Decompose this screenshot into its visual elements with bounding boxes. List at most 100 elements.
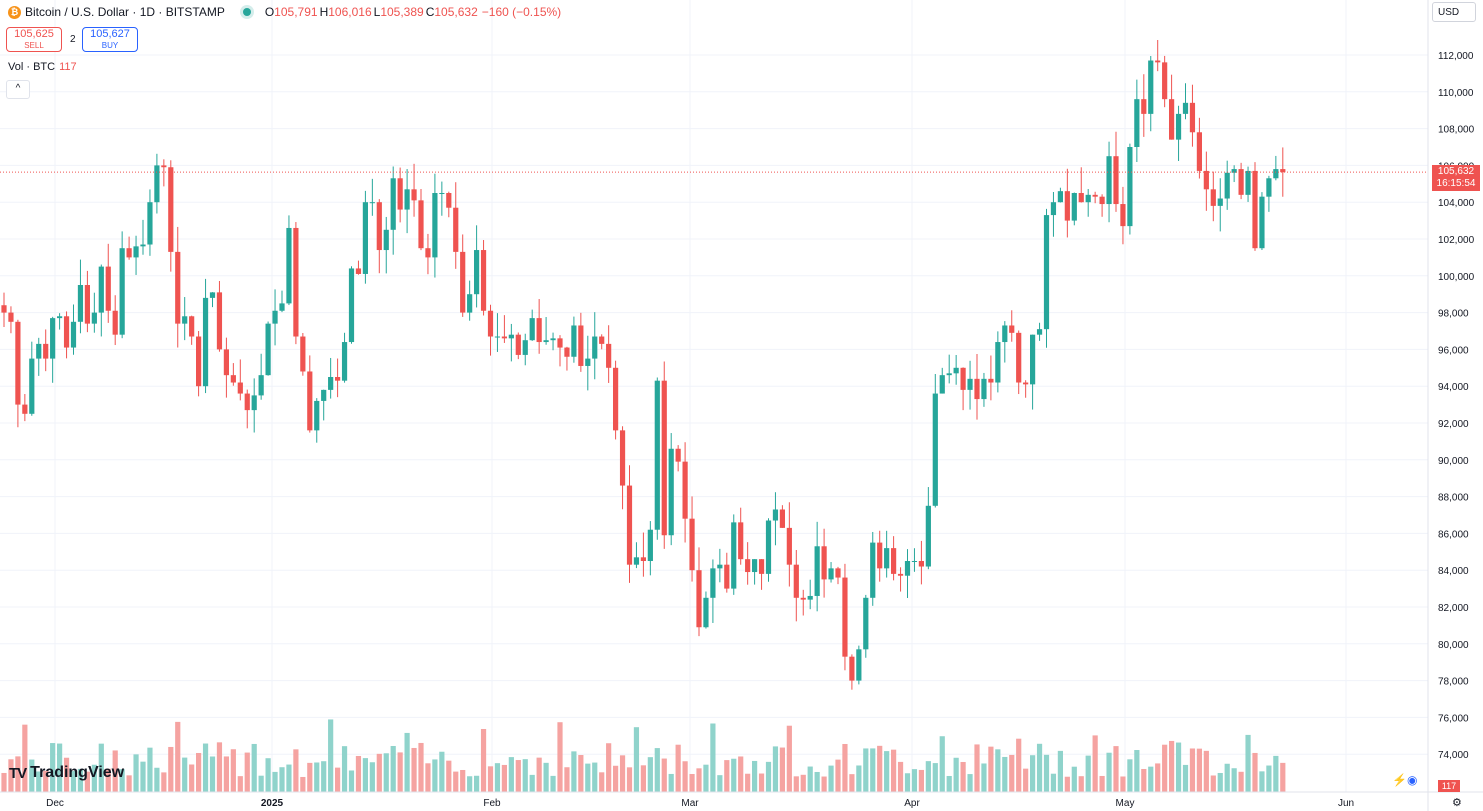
candle-body — [369, 202, 375, 204]
volume-bar — [147, 747, 153, 792]
volume-bar — [842, 743, 848, 792]
volume-bar — [355, 755, 362, 792]
symbol-title[interactable]: Bitcoin / U.S. Dollar · 1D · BITSTAMP — [25, 5, 225, 19]
volume-bar — [619, 755, 626, 792]
currency-flags-icon[interactable]: ⚡◉ — [1392, 773, 1418, 787]
volume-bar — [1245, 734, 1251, 792]
volume-bar — [286, 764, 292, 792]
candle-body — [731, 522, 737, 589]
volume-bar — [745, 773, 751, 792]
volume-bar — [1134, 750, 1140, 792]
sell-button[interactable]: 105,625 SELL — [6, 27, 62, 52]
candle-body — [189, 316, 195, 337]
volume-bar — [119, 769, 125, 792]
volume-bar — [529, 774, 535, 792]
volume-bar — [43, 770, 49, 792]
candle-body — [1148, 60, 1154, 114]
volume-bar — [1175, 742, 1182, 792]
volume-bar — [863, 748, 869, 792]
volume-bar — [182, 757, 188, 792]
volume-bar — [682, 761, 688, 792]
volume-bar — [557, 722, 563, 792]
volume-bar — [1050, 773, 1057, 792]
candle-body — [175, 251, 181, 324]
volume-bar — [988, 746, 994, 792]
candle-body — [1113, 156, 1119, 205]
candle-body — [1009, 325, 1015, 333]
high-value: 106,016 — [328, 5, 372, 19]
candle-body — [786, 527, 792, 565]
volume-bar — [494, 763, 501, 792]
volume-bar — [613, 765, 619, 792]
volume-bar — [293, 749, 299, 792]
price-axis-label: 112,000 — [1438, 51, 1474, 62]
candle-body — [738, 522, 744, 560]
candle-body — [682, 461, 688, 519]
candle-body — [147, 202, 153, 245]
volume-bar — [411, 747, 417, 792]
volume-bar — [856, 765, 862, 792]
volume-bar — [209, 756, 216, 792]
candle-body — [91, 312, 97, 324]
price-axis-label: 84,000 — [1438, 566, 1469, 577]
volume-bar — [251, 743, 257, 792]
candle-body — [1259, 196, 1265, 249]
candle-body — [619, 430, 626, 486]
volume-bar — [821, 776, 827, 792]
volume-bar — [800, 774, 806, 792]
price-axis-label: 74,000 — [1438, 750, 1469, 761]
volume-bar — [112, 750, 118, 792]
candle-body — [1196, 132, 1202, 171]
candle-body — [494, 336, 501, 338]
volume-bar — [439, 751, 445, 792]
volume-bar — [1196, 748, 1202, 792]
volume-bar — [460, 769, 466, 792]
volume-bar — [321, 761, 327, 792]
volume-bar — [70, 771, 77, 792]
candle-body — [654, 380, 660, 530]
candle-body — [891, 548, 897, 574]
candle-body — [988, 378, 994, 383]
candle-body — [1092, 194, 1098, 197]
volume-bar — [974, 744, 980, 792]
currency-select[interactable]: USD — [1432, 2, 1476, 22]
price-axis-label: 110,000 — [1438, 88, 1474, 99]
candle-body — [543, 340, 549, 343]
candle-body — [752, 559, 758, 573]
volume-bar — [807, 766, 813, 792]
volume-bar — [63, 757, 70, 792]
volume-bar — [870, 748, 876, 792]
candle-body — [1280, 169, 1286, 173]
settings-icon[interactable]: ⚙ — [1452, 797, 1462, 809]
candle-body — [772, 509, 779, 521]
collapse-legend-button[interactable]: ^ — [6, 80, 30, 99]
time-axis-label: Dec — [46, 798, 64, 809]
volume-bar — [1085, 755, 1091, 792]
volume-bar — [995, 749, 1001, 792]
candle-body — [77, 285, 84, 322]
buy-label: BUY — [101, 41, 119, 50]
volume-bar — [133, 754, 139, 792]
tradingview-logo[interactable]: TV TradingView — [9, 764, 124, 782]
time-axis-label: Jun — [1338, 798, 1354, 809]
volume-bar — [675, 744, 681, 792]
buy-button[interactable]: 105,627 BUY — [82, 27, 138, 52]
candle-body — [932, 393, 938, 506]
candle-body — [22, 404, 28, 414]
candle-body — [397, 178, 403, 210]
volume-bar — [1141, 768, 1147, 792]
candle-body — [793, 564, 799, 598]
candle-body — [904, 561, 911, 576]
candle-body — [863, 597, 869, 650]
candle-body — [29, 358, 35, 414]
volume-bar — [960, 761, 966, 792]
volume-bar — [376, 753, 382, 792]
candle-body — [467, 294, 473, 313]
volume-label[interactable]: Vol · BTC — [8, 61, 56, 73]
sell-label: SELL — [24, 41, 44, 50]
volume-bar — [696, 768, 702, 792]
candle-body — [453, 207, 459, 252]
price-axis-label: 78,000 — [1438, 677, 1469, 688]
volume-bar — [1162, 744, 1168, 792]
